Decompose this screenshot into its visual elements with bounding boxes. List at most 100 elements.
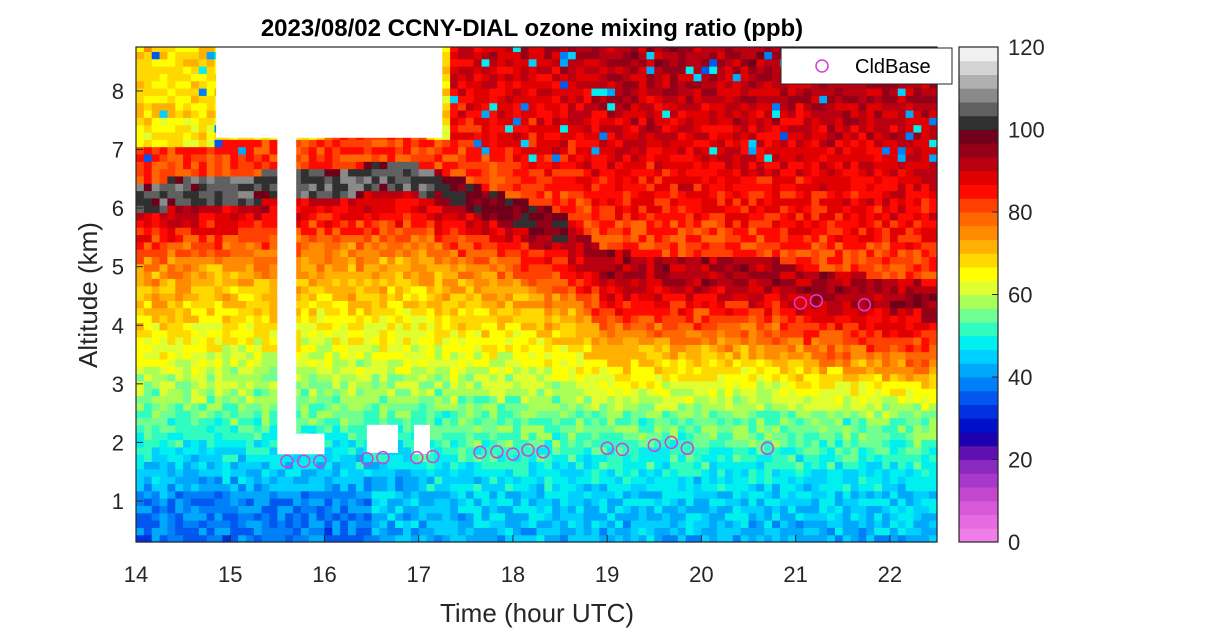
heatmap-cell [245, 263, 255, 272]
heatmap-cell [183, 256, 192, 265]
heatmap-cell [685, 293, 695, 301]
heatmap-cell [646, 300, 655, 309]
heatmap-cell [159, 153, 169, 162]
heatmap-cell [622, 263, 632, 272]
heatmap-cell [638, 490, 648, 499]
heatmap-cell [348, 307, 357, 316]
heatmap-cell [497, 461, 506, 470]
heatmap-cell [222, 476, 231, 485]
heatmap-cell [544, 271, 553, 279]
heatmap-cell [520, 102, 530, 111]
heatmap-cell [340, 424, 349, 433]
heatmap-cell [481, 58, 490, 67]
heatmap-cell [143, 446, 153, 455]
heatmap-cell [528, 190, 538, 199]
heatmap-cell [701, 183, 710, 192]
heatmap-cell [293, 234, 302, 243]
heatmap-cell [670, 468, 679, 477]
heatmap-cell [520, 73, 530, 82]
heatmap-cell [520, 249, 530, 258]
heatmap-cell [190, 234, 200, 243]
heatmap-cell [190, 168, 200, 177]
heatmap-cell [395, 300, 404, 309]
heatmap-cell [473, 139, 483, 148]
heatmap-cell [167, 66, 176, 74]
heatmap-cell [355, 146, 365, 155]
heatmap-cell [646, 271, 655, 279]
heatmap-cell [143, 58, 153, 67]
heatmap-cell [183, 95, 192, 104]
heatmap-cell [245, 212, 255, 221]
heatmap-cell [190, 205, 200, 214]
heatmap-cell [324, 168, 333, 177]
heatmap-cell [465, 483, 475, 492]
heatmap-cell [591, 322, 600, 331]
heatmap-cell [285, 461, 294, 470]
heatmap-cell [136, 322, 145, 331]
heatmap-cell [379, 336, 388, 345]
heatmap-cell [638, 190, 648, 199]
heatmap-cell [214, 402, 223, 411]
heatmap-cell [591, 153, 600, 162]
heatmap-cell [293, 161, 302, 170]
heatmap-cell [583, 47, 593, 52]
heatmap-cell [615, 366, 624, 375]
heatmap-cell [622, 417, 632, 426]
heatmap-cell [371, 300, 381, 309]
heatmap-cell [536, 73, 545, 82]
heatmap-cell [450, 366, 459, 375]
heatmap-cell [701, 402, 710, 411]
heatmap-cell [324, 446, 333, 455]
heatmap-cell [363, 512, 373, 521]
heatmap-cell [591, 58, 600, 67]
heatmap-cell [567, 424, 577, 433]
heatmap-cell [654, 520, 663, 528]
heatmap-cell [701, 175, 710, 184]
heatmap-cell [300, 205, 310, 214]
heatmap-cell [143, 468, 153, 477]
heatmap-cell [403, 315, 412, 323]
heatmap-cell [214, 512, 223, 521]
heatmap-cell [253, 197, 263, 206]
heatmap-cell [693, 417, 703, 426]
heatmap-cell [622, 505, 632, 514]
heatmap-cell [583, 315, 593, 323]
heatmap-cell [175, 161, 184, 170]
heatmap-cell [622, 212, 632, 221]
heatmap-cell [293, 380, 302, 389]
heatmap-cell [591, 285, 600, 294]
heatmap-cell [222, 468, 231, 477]
heatmap-cell [638, 344, 648, 353]
heatmap-cell [355, 205, 365, 214]
heatmap-cell [662, 402, 671, 411]
heatmap-cell [190, 329, 200, 338]
heatmap-cell [662, 410, 671, 419]
heatmap-cell [183, 468, 192, 477]
heatmap-cell [599, 358, 608, 367]
heatmap-cell [403, 249, 412, 258]
heatmap-cell [473, 241, 483, 250]
heatmap-cell [183, 241, 192, 250]
heatmap-cell [575, 175, 585, 184]
heatmap-cell [300, 256, 310, 265]
heatmap-cell [387, 263, 396, 272]
heatmap-cell [222, 388, 231, 397]
heatmap-cell [677, 183, 687, 192]
heatmap-cell [489, 47, 498, 52]
heatmap-cell [159, 483, 169, 492]
heatmap-cell [552, 476, 561, 485]
heatmap-cell [183, 190, 192, 199]
heatmap-cell [638, 168, 648, 177]
heatmap-cell [685, 249, 695, 258]
heatmap-cell [403, 241, 412, 250]
heatmap-cell [622, 197, 632, 206]
heatmap-cell [489, 256, 498, 265]
heatmap-cell [324, 388, 333, 397]
heatmap-cell [238, 153, 247, 162]
heatmap-cell [300, 183, 310, 192]
heatmap-cell [332, 358, 341, 367]
heatmap-cell [426, 278, 436, 287]
heatmap-cell [167, 219, 176, 228]
heatmap-cell [183, 271, 192, 279]
heatmap-cell [560, 124, 569, 133]
